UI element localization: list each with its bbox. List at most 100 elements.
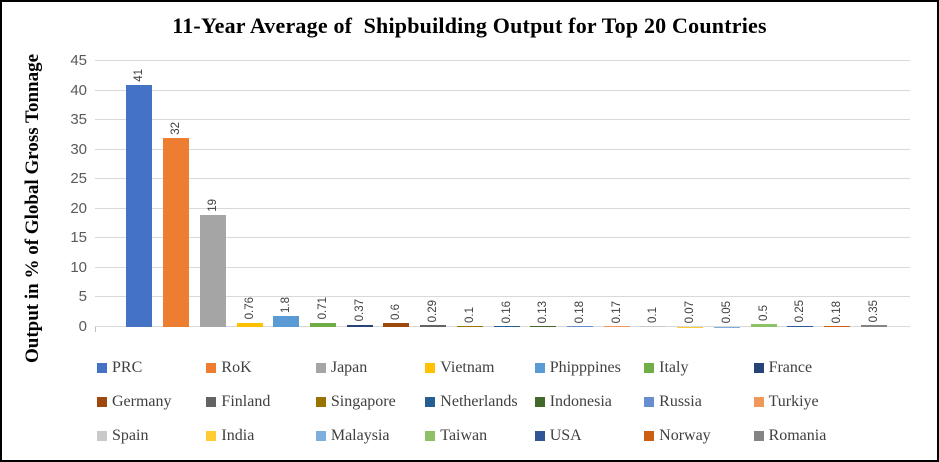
legend-swatch-phipppines <box>534 363 545 373</box>
bar-singapore <box>456 326 483 327</box>
gridline-35 <box>95 119 910 121</box>
y-tick-label-35: 35 <box>70 111 87 129</box>
legend-item-taiwan: Taiwan <box>425 427 534 445</box>
bar-slot-germany: 0.6 <box>378 61 415 327</box>
legend-item-india: India <box>206 427 315 445</box>
legend-label: France <box>768 359 813 376</box>
legend-swatch-taiwan <box>425 431 436 441</box>
legend-swatch-malaysia <box>315 431 326 441</box>
legend-swatch-france <box>753 363 764 373</box>
legend-item-phipppines: Phipppines <box>534 359 644 377</box>
y-tick-label-20: 20 <box>70 199 87 217</box>
legend-swatch-netherlands <box>425 397 436 407</box>
legend-swatch-singapore <box>315 397 326 407</box>
legend-item-rok: RoK <box>206 359 315 377</box>
legend-label: Germany <box>112 393 172 410</box>
x-axis-tick <box>95 327 96 332</box>
legend-swatch-vietnam <box>425 363 436 373</box>
bar-slot-malaysia: 0.05 <box>709 61 746 327</box>
bar-france <box>346 324 373 327</box>
bar-slot-france: 0.37 <box>341 61 378 327</box>
bar-slot-taiwan: 0.5 <box>745 61 782 327</box>
legend-label: India <box>221 427 255 444</box>
y-tick-label-5: 5 <box>78 288 87 306</box>
bar-slot-finland: 0.29 <box>415 61 452 327</box>
legend-item-indonesia: Indonesia <box>534 393 644 411</box>
bar-slot-india: 0.07 <box>672 61 709 327</box>
bar-romania <box>860 324 887 327</box>
y-tick-label-25: 25 <box>70 170 87 188</box>
y-tick-label-0: 0 <box>78 318 87 335</box>
bar-slot-singapore: 0.1 <box>451 61 488 327</box>
bar-indonesia <box>530 326 557 327</box>
legend-item-spain: Spain <box>97 427 206 445</box>
bar-taiwan <box>750 324 777 327</box>
bar-value-label: 0.6 <box>390 304 403 321</box>
bar-slot-indonesia: 0.13 <box>525 61 562 327</box>
bar-slot-vietnam: 0.76 <box>231 61 268 327</box>
legend-label: Indonesia <box>549 393 612 410</box>
gridline-15 <box>95 237 910 239</box>
bar-value-label: 1.8 <box>280 297 293 314</box>
legend-label: Italy <box>659 359 689 376</box>
legend-label: USA <box>549 427 582 444</box>
legend-label: Norway <box>659 427 711 444</box>
legend-item-france: France <box>753 359 863 377</box>
bar-slot-russia: 0.18 <box>562 61 599 327</box>
bar-italy <box>309 322 336 327</box>
plot-area: 41 32 19 0.76 1.8 0.71 0.37 0.6 0.29 0.1 0.16 0.13 0… <box>95 60 910 327</box>
legend-label: Vietnam <box>440 359 495 376</box>
y-tick-label-10: 10 <box>70 258 87 276</box>
legend-label: Russia <box>659 393 702 410</box>
legend-label: Netherlands <box>440 393 518 410</box>
legend-label: RoK <box>221 359 252 376</box>
legend-label: Singapore <box>330 393 396 410</box>
y-axis-ticks: 0 5 10 15 20 25 30 35 40 45 <box>42 52 87 335</box>
legend-swatch-finland <box>206 397 217 407</box>
legend-swatch-turkiye <box>753 397 764 407</box>
chart-title: 11-Year Average of Shipbuilding Output f… <box>172 13 767 38</box>
legend-swatch-italy <box>644 363 655 373</box>
bar-value-label: 0.13 <box>537 300 550 324</box>
legend-swatch-romania <box>753 431 764 441</box>
legend-swatch-usa <box>534 431 545 441</box>
legend-label: Japan <box>330 359 368 376</box>
bar-value-label: 0.5 <box>757 305 770 322</box>
bar-turkiye <box>603 326 630 327</box>
legend-label: Spain <box>112 427 149 444</box>
legend-swatch-indonesia <box>534 397 545 407</box>
legend-item-usa: USA <box>534 427 644 445</box>
bar-slot-turkiye: 0.17 <box>598 61 635 327</box>
legend-label: Taiwan <box>440 427 488 444</box>
bar-value-label: 0.05 <box>720 301 733 324</box>
y-tick-label-15: 15 <box>70 229 87 247</box>
legend-item-netherlands: Netherlands <box>425 393 534 411</box>
bar-value-label: 0.07 <box>684 301 697 324</box>
legend-item-norway: Norway <box>644 427 753 445</box>
legend-swatch-spain <box>97 431 107 441</box>
bar-value-label: 0.16 <box>500 300 513 324</box>
bar-value-label: 0.71 <box>316 297 329 320</box>
gridline-25 <box>95 178 910 180</box>
legend-label: Romania <box>768 427 827 444</box>
bars-layer: 41 32 19 0.76 1.8 0.71 0.37 0.6 0.29 0.1 0.16 0.13 0… <box>121 61 892 327</box>
legend-swatch-norway <box>644 431 655 441</box>
bar-value-label: 19 <box>206 198 219 212</box>
bar-value-label: 0.25 <box>794 300 807 323</box>
gridline-40 <box>95 89 910 91</box>
bar-value-label: 0.1 <box>463 307 476 324</box>
bar-value-label: 32 <box>170 122 183 135</box>
bar-value-label: 0.35 <box>867 299 880 322</box>
legend-swatch-prc <box>97 363 107 373</box>
bar-slot-spain: 0.1 <box>635 61 672 327</box>
legend-label: Finland <box>221 393 271 410</box>
y-tick-label-45: 45 <box>70 52 87 69</box>
bar-value-label: 0.18 <box>573 300 586 323</box>
gridline-10 <box>95 266 910 268</box>
gridline-5 <box>95 296 910 298</box>
legend-item-italy: Italy <box>644 359 753 377</box>
bar-usa <box>787 325 814 327</box>
legend-item-vietnam: Vietnam <box>425 359 534 377</box>
y-tick-label-30: 30 <box>70 140 87 158</box>
